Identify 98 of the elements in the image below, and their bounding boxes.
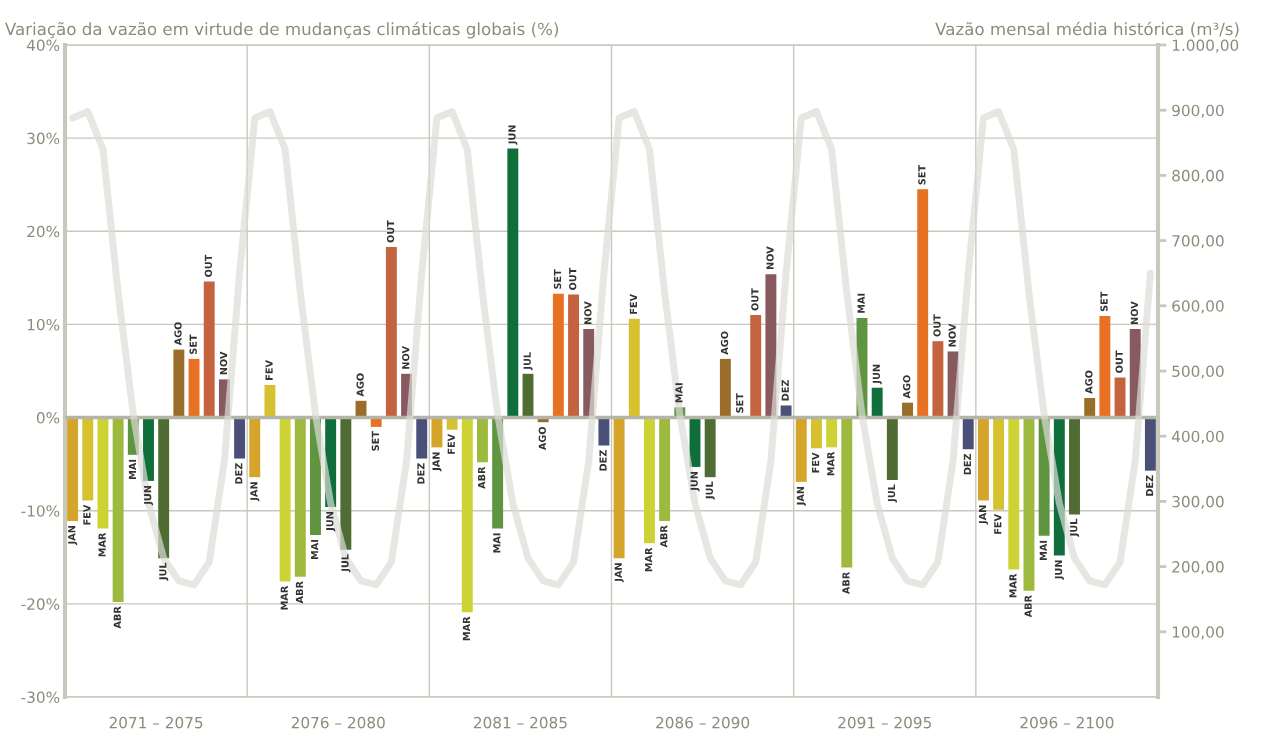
x-tick-label: OUT (204, 254, 213, 277)
x-tick-label: AGO (174, 322, 182, 346)
y-axis-title: Variação da vazão em virtude de mudanças climáticas globais (%) (5, 21, 559, 39)
x-tick-label: NOV (1130, 301, 1139, 325)
y2-tick-label: 900,00 (1172, 104, 1224, 118)
x-tick-label: JAN (250, 482, 260, 502)
x-tick-label: DEZ (417, 463, 425, 484)
y2-tick-label: 700,00 (1172, 235, 1224, 249)
x-tick-label: OUT (1115, 350, 1123, 373)
x-tick-label: AGO (538, 426, 547, 451)
x-tick-label: FEV (994, 514, 1002, 534)
text: 2096 – 2100 (1020, 716, 1114, 729)
x-tick-label: JAN (614, 563, 624, 583)
x-tick-label: FEV (447, 433, 455, 454)
x-tick-label: JUL (1070, 518, 1080, 537)
x-tick-label: FEV (812, 452, 820, 473)
x-tick-label: DEZ (781, 379, 789, 401)
y2-tick-label: 800,00 (1172, 169, 1224, 183)
x-tick-label: NOV (584, 301, 592, 325)
x-tick-label: MAI (1039, 540, 1047, 560)
x-tick-label: JUN (690, 472, 700, 492)
x-tick-label: SET (1100, 291, 1108, 312)
x-tick-label: AGO (1085, 370, 1093, 394)
x-tick-label: FEV (83, 504, 91, 525)
x-tick-label: AGO (902, 375, 911, 399)
x-tick-label: JUL (523, 352, 533, 371)
x-tick-label: AGO (720, 331, 729, 355)
x-tick-label: SET (371, 431, 380, 451)
y2-tick-label: 400,00 (1171, 430, 1224, 444)
x-tick-label: DEZ (235, 463, 243, 484)
x-tick-label: JAN (432, 452, 442, 472)
x-tick-label: MAR (280, 585, 288, 610)
x-tick-label: MAI (493, 533, 501, 553)
y2-tick-label: 1.000,00 (1172, 39, 1239, 53)
x-tick-label: AGO (356, 373, 364, 397)
text: 2081 – 2085 (473, 716, 567, 729)
y-tick-label: 20% (27, 225, 60, 238)
y-tick-label: 40% (26, 39, 60, 52)
x-tick-label: OUT (569, 267, 577, 290)
y2-axis-title: Vazão mensal média histórica (m³/s) (935, 21, 1239, 38)
text: 2071 – 2075 (109, 716, 203, 729)
x-tick-label: MAR (1009, 573, 1017, 598)
text: 2086 – 2090 (656, 716, 750, 729)
y2-tick-label: 100,00 (1172, 626, 1224, 640)
x-tick-label: JUL (159, 562, 169, 581)
x-tick-label: MAR (645, 547, 653, 572)
x-tick-label: ABR (1024, 595, 1032, 618)
x-tick-label: JAN (68, 526, 78, 545)
x-tick-label: MAR (462, 616, 470, 641)
x-tick-label: OUT (751, 288, 759, 311)
x-tick-label: NOV (948, 323, 956, 347)
x-tick-label: ABR (660, 525, 668, 548)
x-tick-label: ABR (842, 571, 850, 595)
x-tick-label: MAI (128, 459, 136, 479)
x-tick-label: JUL (705, 481, 715, 500)
x-tick-label: ABR (478, 466, 486, 489)
x-tick-label: ABR (295, 581, 303, 604)
x-tick-label: NOV (219, 351, 228, 375)
x-tick-label: MAR (827, 451, 835, 476)
x-tick-label: OUT (933, 314, 941, 337)
x-tick-label: SET (189, 334, 197, 355)
x-tick-label: JUN (326, 512, 336, 532)
x-tick-label: JUN (144, 485, 154, 506)
x-tick-label: FEV (265, 360, 273, 380)
text: 2076 – 2080 (291, 716, 385, 729)
x-tick-label: SET (553, 269, 562, 289)
x-tick-label: JUN (1054, 560, 1064, 580)
text: 2091 – 2095 (838, 716, 931, 729)
x-tick-label: SET (918, 164, 926, 185)
y-tick-label: -20% (21, 598, 60, 610)
x-tick-label: JUL (341, 554, 351, 573)
y-tick-label: -30% (21, 691, 60, 704)
y-tick-label: -10% (21, 505, 60, 517)
y-tick-label: 10% (27, 318, 60, 331)
x-tick-label: NOV (402, 346, 410, 369)
x-tick-label: SET (736, 393, 744, 413)
x-tick-label: DEZ (963, 453, 971, 475)
x-tick-label: NOV (766, 246, 774, 270)
y2-tick-label: 300,00 (1172, 495, 1224, 509)
x-tick-label: DEZ (1146, 475, 1154, 496)
y-tick-label: 0% (36, 412, 60, 424)
x-tick-label: JUN (872, 364, 882, 385)
x-tick-label: MAI (857, 293, 865, 313)
x-tick-label: MAR (98, 532, 106, 557)
x-tick-label: JUL (887, 484, 897, 503)
x-tick-label: JAN (796, 486, 806, 506)
y-tick-label: 30% (27, 132, 60, 145)
x-tick-label: MAI (311, 539, 319, 560)
x-tick-label: MAI (675, 383, 683, 403)
x-tick-label: JUN (508, 125, 518, 145)
x-tick-label: ABR (113, 606, 121, 629)
x-tick-label: DEZ (599, 450, 607, 471)
y2-tick-label: 600,00 (1172, 300, 1224, 314)
x-tick-label: OUT (386, 220, 395, 243)
y2-tick-label: 200,00 (1172, 561, 1224, 575)
x-tick-label: JAN (979, 505, 989, 525)
y2-tick-label: 500,00 (1172, 365, 1224, 379)
x-tick-label: FEV (629, 293, 637, 314)
